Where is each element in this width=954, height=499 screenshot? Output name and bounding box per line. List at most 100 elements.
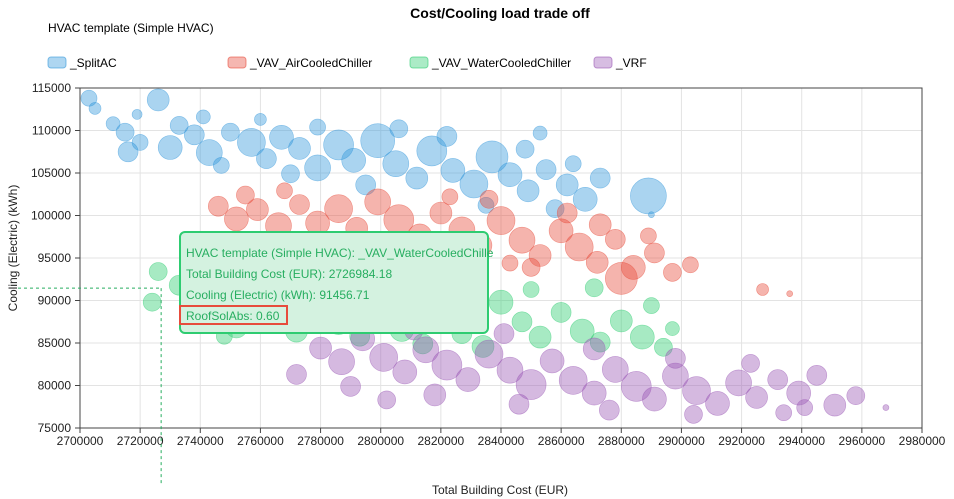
x-tick-label: 2840000 bbox=[478, 434, 525, 448]
y-tick-label: 115000 bbox=[32, 81, 71, 95]
data-point bbox=[117, 141, 139, 163]
data-point bbox=[682, 256, 699, 274]
data-point bbox=[550, 302, 572, 323]
data-point bbox=[486, 206, 516, 235]
chart-title: Cost/Cooling load trade off bbox=[410, 5, 590, 21]
legend-label-2: _VAV_WaterCooledChiller bbox=[431, 56, 571, 70]
data-point bbox=[475, 140, 509, 174]
data-point bbox=[662, 362, 689, 390]
data-point bbox=[558, 366, 588, 395]
data-point bbox=[585, 250, 609, 274]
data-point bbox=[236, 185, 255, 205]
data-point bbox=[745, 386, 768, 409]
tooltip-highlight-box bbox=[179, 305, 288, 325]
data-point bbox=[511, 311, 533, 333]
data-point bbox=[355, 174, 377, 196]
data-point bbox=[323, 129, 354, 161]
data-point bbox=[281, 164, 300, 184]
data-point bbox=[309, 118, 326, 136]
data-point bbox=[477, 197, 495, 214]
data-point bbox=[539, 348, 565, 374]
data-point bbox=[663, 263, 682, 282]
data-point bbox=[598, 399, 620, 421]
data-point bbox=[823, 393, 847, 417]
legend-swatch-1 bbox=[227, 56, 247, 69]
data-point bbox=[515, 139, 535, 159]
data-point bbox=[496, 356, 524, 384]
data-point bbox=[237, 128, 266, 157]
data-point bbox=[548, 218, 574, 244]
y-tick-label: 90000 bbox=[38, 294, 72, 308]
data-point bbox=[471, 335, 495, 358]
data-point bbox=[328, 348, 355, 376]
data-point bbox=[196, 109, 211, 125]
data-point bbox=[775, 404, 793, 422]
data-point bbox=[532, 125, 548, 141]
data-point bbox=[665, 321, 680, 336]
tooltip-roof-line: RoofSolAbs: 0.60 bbox=[186, 309, 280, 323]
y-tick-label: 80000 bbox=[38, 379, 72, 393]
data-point bbox=[604, 262, 638, 295]
data-point bbox=[360, 123, 396, 158]
x-axis-label: Total Building Cost (EUR) bbox=[432, 483, 568, 497]
data-point bbox=[412, 336, 440, 364]
data-point bbox=[528, 325, 552, 349]
legend-swatch-2 bbox=[409, 56, 429, 69]
legend-label-0: _SplitAC bbox=[69, 56, 117, 70]
data-point bbox=[389, 119, 409, 139]
crosshair bbox=[18, 287, 162, 486]
data-point bbox=[806, 364, 828, 386]
x-tick-label: 2820000 bbox=[417, 434, 464, 448]
legend-swatch-3 bbox=[593, 56, 613, 69]
data-point bbox=[725, 369, 752, 397]
data-point bbox=[488, 289, 514, 315]
tooltip: HVAC template (Simple HVAC): _VAV_WaterC… bbox=[179, 231, 494, 334]
data-point bbox=[169, 116, 189, 135]
data-point bbox=[684, 405, 703, 424]
tooltip-cooling-line: Cooling (Electric) (kWh): 91456.71 bbox=[186, 288, 370, 302]
x-tick-label: 2900000 bbox=[658, 434, 705, 448]
legend: _SplitAC _VAV_AirCooledChiller _VAV_WaterC… bbox=[47, 56, 647, 70]
legend-title: HVAC template (Simple HVAC) bbox=[48, 21, 214, 35]
data-point bbox=[705, 391, 730, 416]
data-point bbox=[455, 367, 481, 392]
x-tick-label: 2960000 bbox=[838, 434, 885, 448]
y-tick-label: 105000 bbox=[31, 166, 71, 180]
data-point bbox=[545, 199, 565, 218]
data-point bbox=[630, 177, 667, 215]
x-tick-label: 2980000 bbox=[899, 434, 946, 448]
data-point bbox=[601, 356, 629, 383]
data-point bbox=[148, 262, 168, 281]
legend-label-3: _VRF bbox=[615, 56, 647, 70]
data-point bbox=[609, 309, 633, 333]
data-point bbox=[497, 162, 523, 187]
x-tick-label: 2800000 bbox=[357, 434, 404, 448]
data-point bbox=[382, 150, 410, 177]
data-point bbox=[436, 126, 458, 147]
data-point bbox=[640, 227, 657, 245]
data-point bbox=[589, 167, 611, 189]
data-point bbox=[146, 88, 170, 112]
data-point bbox=[369, 343, 399, 372]
data-point bbox=[286, 364, 307, 385]
data-point bbox=[364, 188, 392, 216]
data-point bbox=[642, 386, 667, 412]
data-point bbox=[224, 206, 249, 232]
data-point bbox=[459, 169, 489, 199]
data-point bbox=[131, 109, 143, 120]
data-point bbox=[256, 148, 277, 169]
data-point bbox=[665, 347, 686, 369]
data-point bbox=[196, 139, 223, 166]
data-point bbox=[88, 102, 102, 115]
data-point bbox=[521, 258, 541, 277]
data-point bbox=[644, 242, 665, 264]
data-point bbox=[767, 369, 789, 390]
data-point bbox=[423, 383, 447, 407]
data-point bbox=[796, 399, 814, 416]
series-3 bbox=[286, 321, 890, 424]
legend-label-1: _VAV_AirCooledChiller bbox=[249, 56, 372, 70]
data-point bbox=[786, 290, 794, 298]
data-point bbox=[115, 122, 135, 142]
data-point bbox=[786, 380, 812, 406]
data-point bbox=[882, 404, 890, 411]
